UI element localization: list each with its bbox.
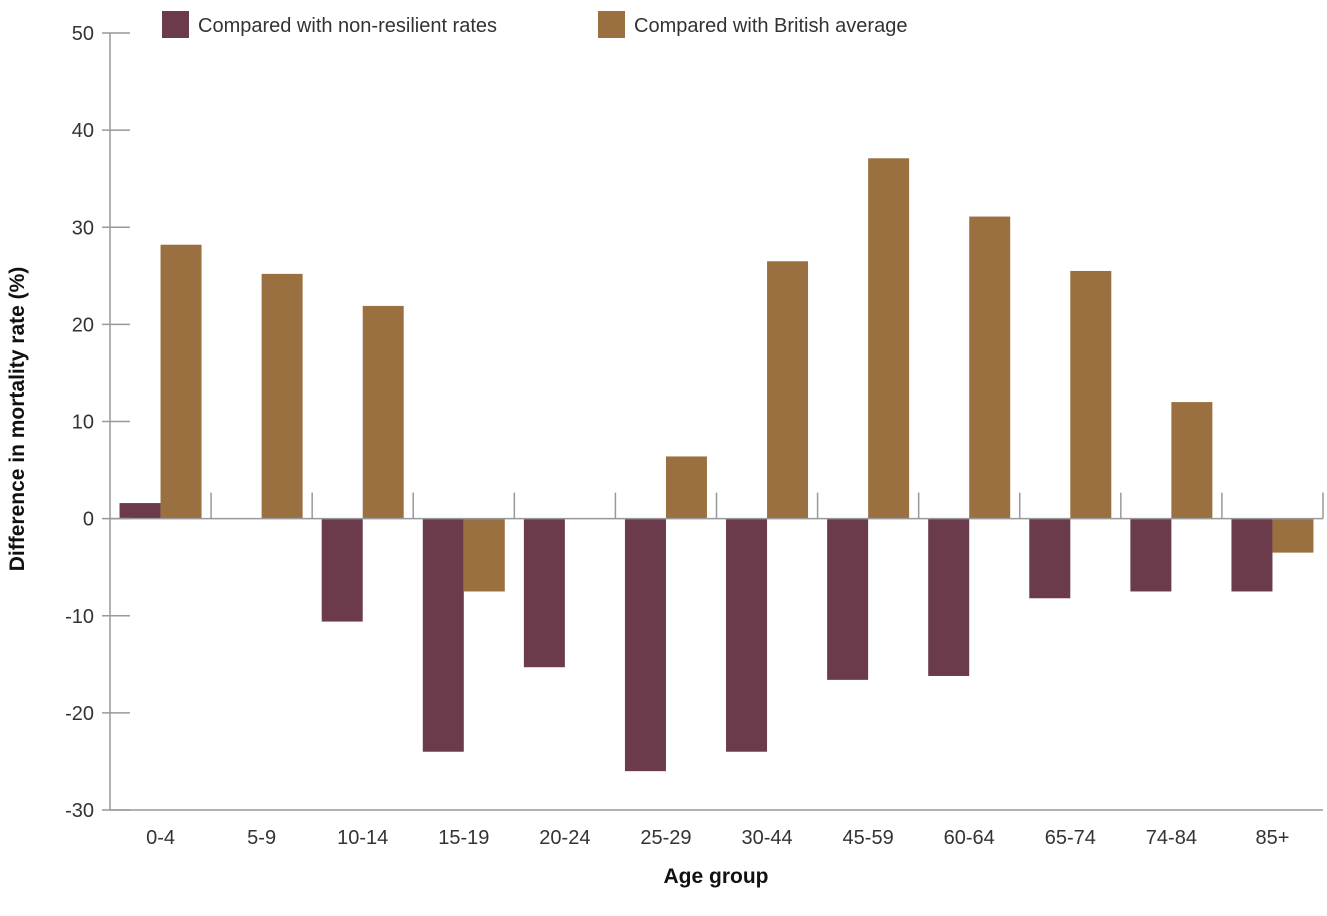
bar-non-resilient-20-24 — [523, 518, 565, 668]
legend-label-0: Compared with non-resilient rates — [198, 15, 497, 37]
x-tick-label: 25-29 — [640, 827, 691, 849]
bar-non-resilient-85+ — [1231, 518, 1273, 592]
legend-label-1: Compared with British average — [634, 15, 907, 37]
bar-non-resilient-65-74 — [1029, 518, 1071, 599]
bar-british-average-60-64 — [969, 216, 1011, 519]
bar-british-average-10-14 — [362, 305, 404, 519]
axes — [102, 32, 1324, 811]
bar-non-resilient-74-84 — [1130, 518, 1172, 592]
x-tick-label: 10-14 — [337, 827, 388, 849]
bars — [119, 158, 1314, 772]
x-axis-title: Age group — [664, 865, 769, 888]
y-tick-label: 50 — [72, 23, 94, 45]
bar-british-average-65-74 — [1070, 270, 1112, 519]
bar-non-resilient-30-44 — [726, 518, 768, 752]
bar-british-average-45-59 — [868, 158, 910, 519]
x-tick-label: 60-64 — [944, 827, 995, 849]
y-tick-label: 40 — [72, 120, 94, 142]
x-tick-label: 5-9 — [247, 827, 276, 849]
legend: Compared with non-resilient rates Compare… — [162, 11, 907, 38]
y-tick-label: 20 — [72, 314, 94, 336]
y-tick-label: -20 — [65, 703, 94, 725]
bar-non-resilient-0-4 — [119, 503, 161, 519]
bar-non-resilient-15-19 — [422, 518, 464, 752]
x-tick-label: 74-84 — [1146, 827, 1197, 849]
legend-swatch-1 — [598, 11, 625, 38]
bar-non-resilient-60-64 — [928, 518, 970, 676]
bar-british-average-0-4 — [160, 244, 202, 519]
bar-non-resilient-10-14 — [321, 518, 363, 622]
y-tick-label: -10 — [65, 606, 94, 628]
bar-british-average-30-44 — [767, 261, 809, 519]
tick-labels: 50 40 30 20 10 0 -10 -20 -30 0-4 5-9 10-14 15-19 20-2… — [65, 23, 1289, 849]
bar-british-average-5-9 — [261, 273, 303, 519]
bar-british-average-74-84 — [1171, 402, 1213, 519]
y-axis-title: Difference in mortality rate (%) — [6, 267, 29, 572]
bar-british-average-25-29 — [665, 456, 707, 519]
y-tick-label: -30 — [65, 800, 94, 822]
y-tick-label: 10 — [72, 412, 94, 434]
bar-british-average-15-19 — [463, 518, 505, 592]
x-tick-label: 0-4 — [146, 827, 175, 849]
x-tick-label: 30-44 — [741, 827, 792, 849]
x-tick-label: 15-19 — [438, 827, 489, 849]
x-tick-label: 20-24 — [539, 827, 590, 849]
bar-british-average-85+ — [1272, 518, 1314, 553]
bar-non-resilient-25-29 — [624, 518, 666, 772]
x-tick-label: 65-74 — [1045, 827, 1096, 849]
legend-swatch-0 — [162, 11, 189, 38]
bar-non-resilient-45-59 — [827, 518, 869, 680]
y-tick-label: 0 — [83, 509, 94, 531]
x-tick-label: 45-59 — [843, 827, 894, 849]
y-tick-label: 30 — [72, 217, 94, 239]
x-tick-label: 85+ — [1255, 827, 1289, 849]
